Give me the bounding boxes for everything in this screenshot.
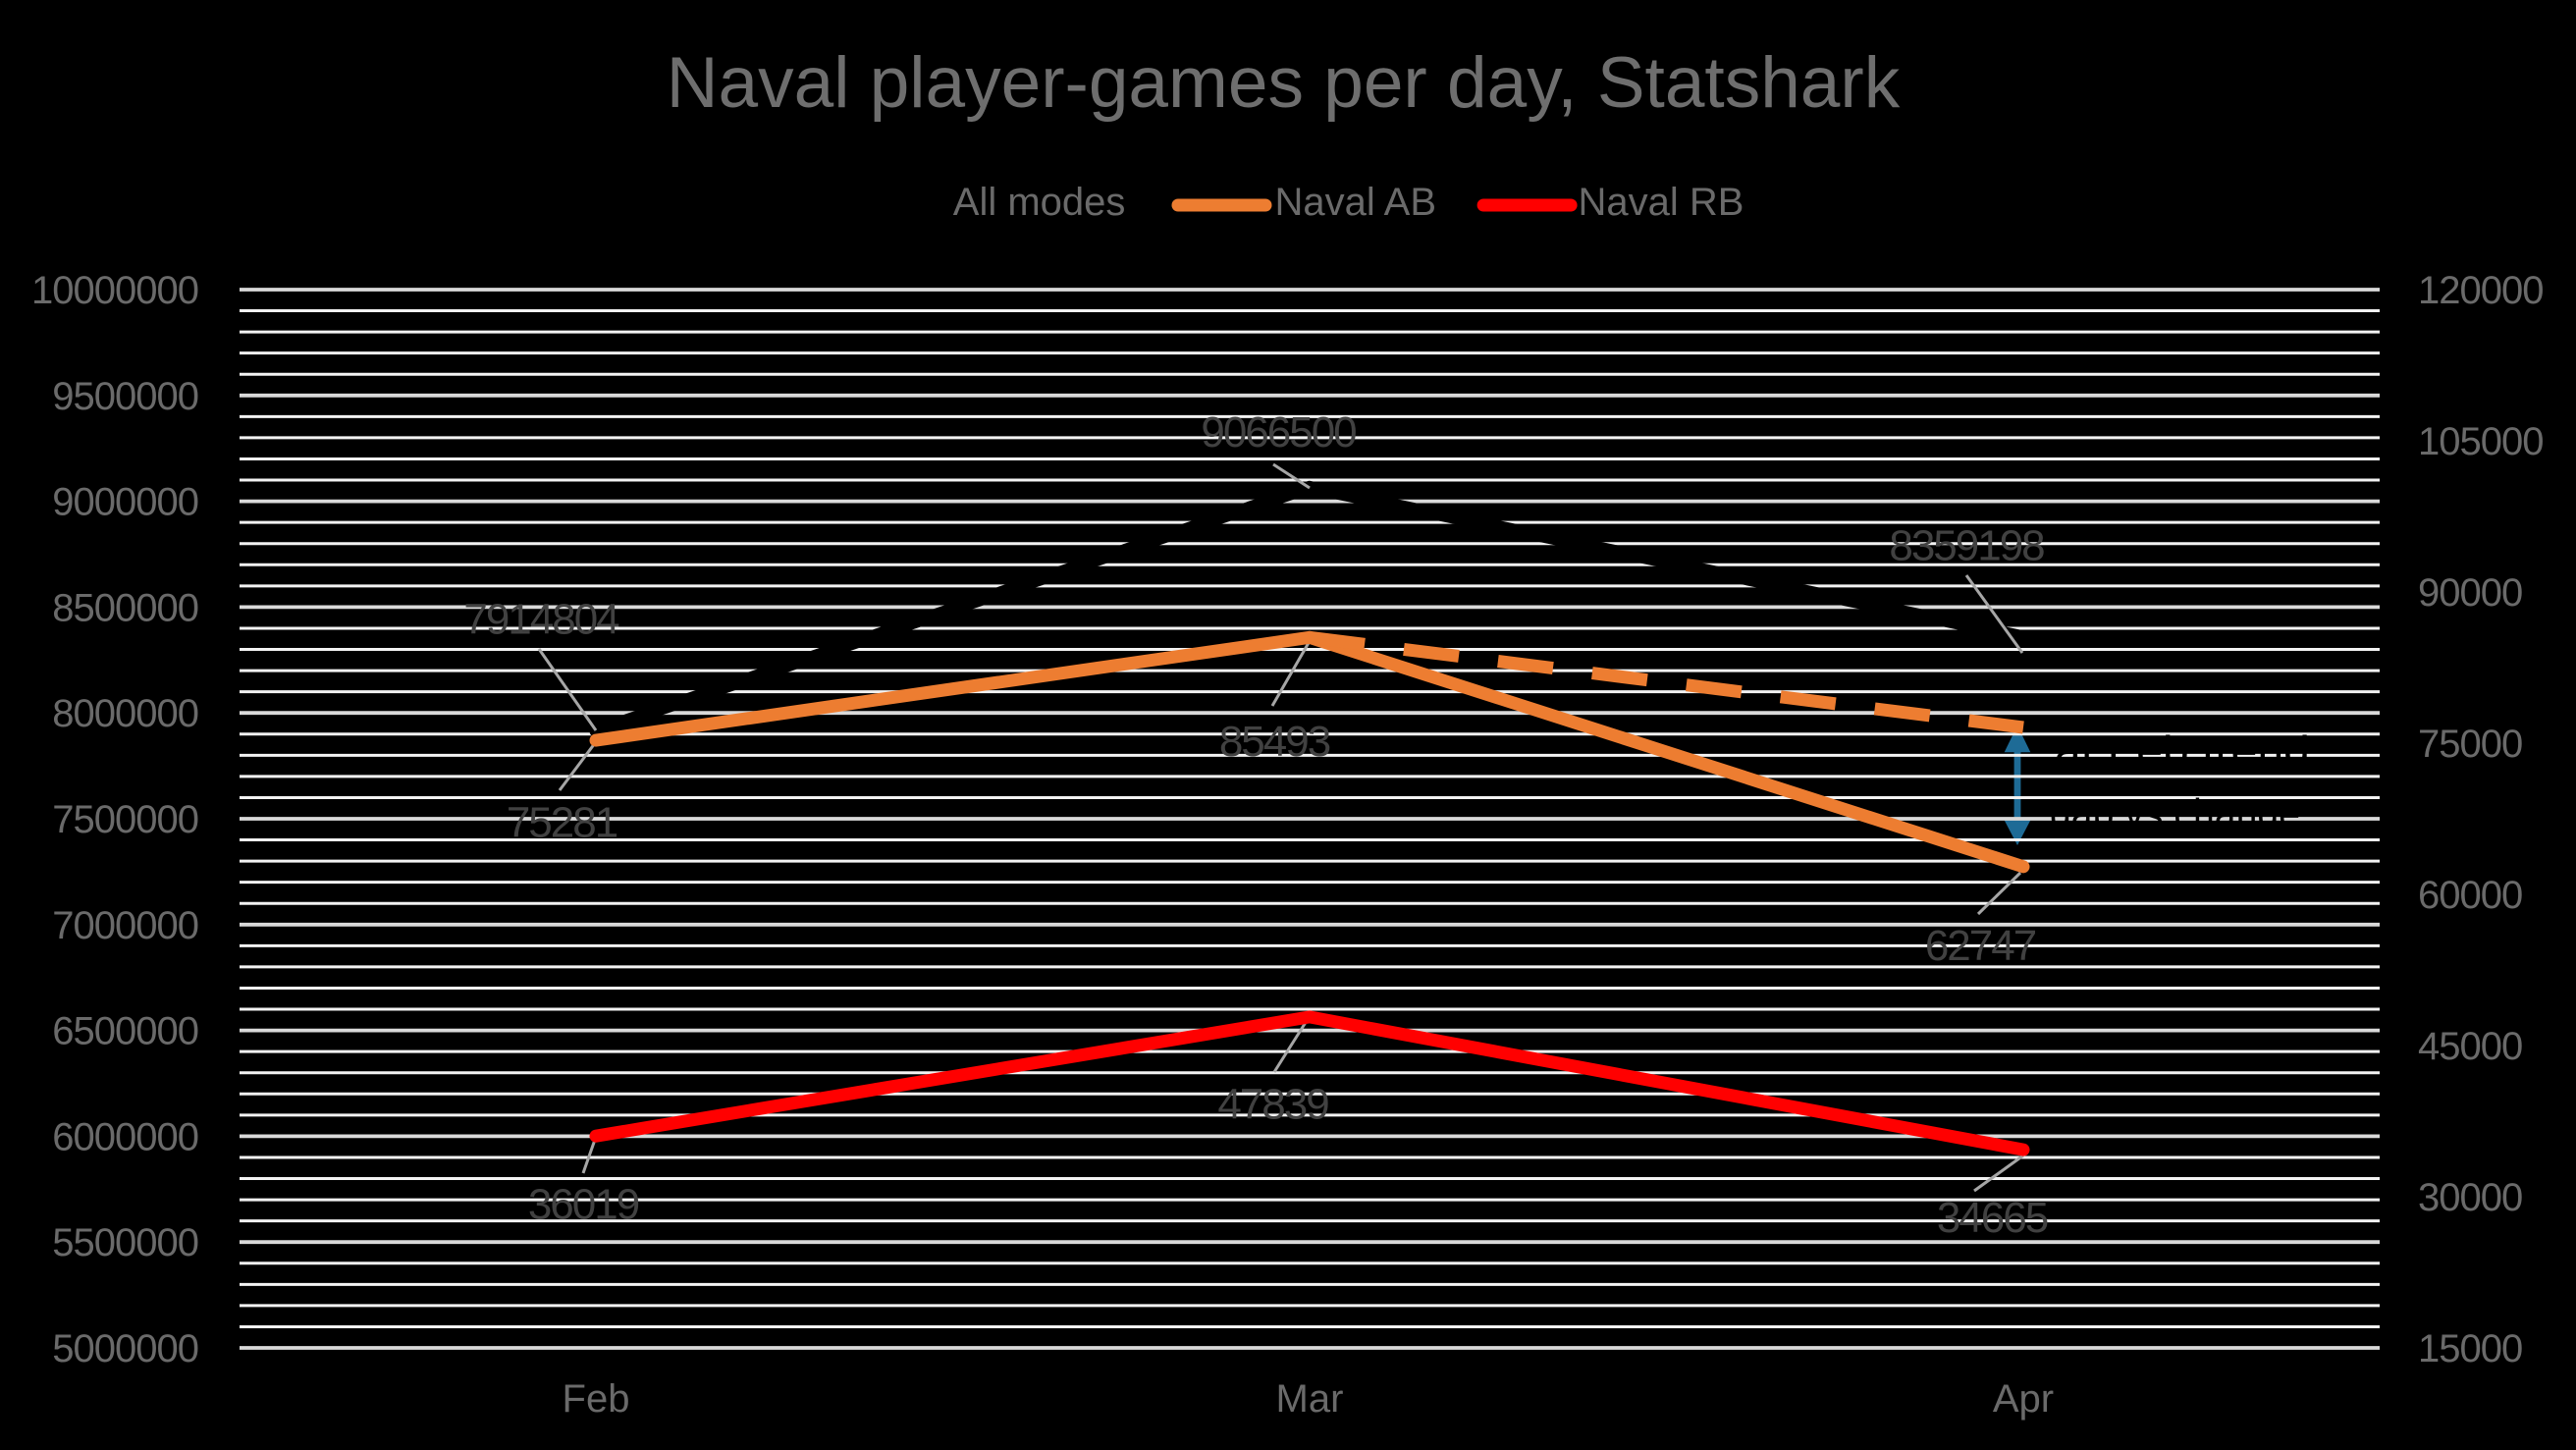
svg-text:7500000: 7500000 [52, 798, 198, 841]
svg-text:Mar: Mar [1276, 1377, 1344, 1421]
svg-text:45000: 45000 [2418, 1025, 2522, 1068]
svg-text:47839: 47839 [1217, 1081, 1328, 1129]
svg-text:62747: 62747 [1925, 922, 2036, 970]
svg-text:6000000: 6000000 [52, 1115, 198, 1158]
svg-text:85493: 85493 [1219, 718, 1330, 766]
svg-text:All modes: All modes [953, 181, 1126, 224]
svg-text:8359198: 8359198 [1889, 522, 2044, 570]
svg-text:10000000: 10000000 [31, 269, 198, 312]
svg-text:9500000: 9500000 [52, 375, 198, 418]
svg-text:gap vs change: gap vs change [2050, 790, 2300, 836]
svg-text:120000: 120000 [2418, 269, 2543, 312]
svg-text:60000: 60000 [2418, 874, 2522, 917]
svg-text:75281: 75281 [507, 799, 617, 847]
svg-text:Naval player-games per day, St: Naval player-games per day, Statshark [667, 43, 1901, 123]
svg-text:34665: 34665 [1937, 1194, 2048, 1242]
svg-text:30000: 30000 [2418, 1176, 2522, 1219]
svg-text:8000000: 8000000 [52, 692, 198, 735]
svg-text:8500000: 8500000 [52, 586, 198, 629]
svg-text:7914804: 7914804 [463, 596, 619, 644]
svg-text:Apr: Apr [1993, 1377, 2054, 1421]
svg-text:75000: 75000 [2418, 723, 2522, 766]
svg-text:at Feb trend: at Feb trend [2055, 727, 2310, 774]
svg-text:Naval RB: Naval RB [1579, 181, 1744, 224]
svg-text:36019: 36019 [528, 1181, 639, 1229]
svg-text:9066500: 9066500 [1201, 408, 1356, 456]
svg-text:5500000: 5500000 [52, 1221, 198, 1264]
svg-text:Feb: Feb [563, 1377, 630, 1421]
svg-text:Naval AB: Naval AB [1274, 181, 1436, 224]
svg-text:5000000: 5000000 [52, 1327, 198, 1370]
svg-text:90000: 90000 [2418, 571, 2522, 615]
svg-text:7000000: 7000000 [52, 904, 198, 947]
svg-text:6500000: 6500000 [52, 1010, 198, 1053]
svg-text:9000000: 9000000 [52, 481, 198, 524]
svg-text:15000: 15000 [2418, 1327, 2522, 1370]
svg-text:105000: 105000 [2418, 420, 2543, 463]
